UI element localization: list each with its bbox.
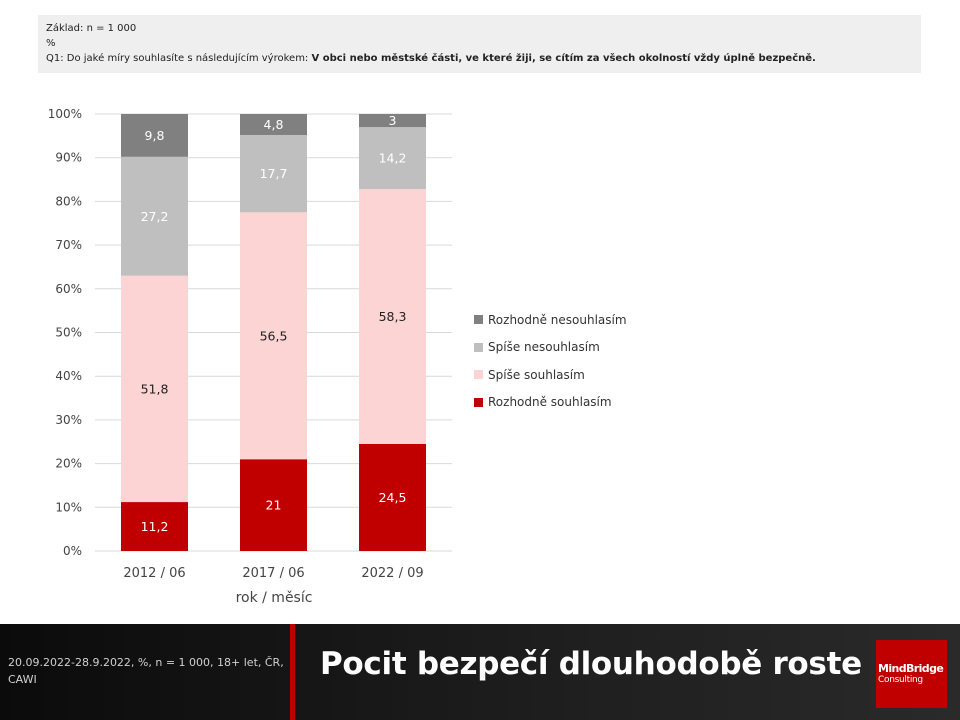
y-tick-label: 0% [63, 544, 82, 558]
slide-title: Pocit bezpečí dlouhodobě roste [320, 646, 862, 682]
legend-label: Spíše nesouhlasím [488, 340, 600, 355]
bars: 11,2 51,8 27,2 9,8 21 56,5 17,7 4,8 24,5 58,3 14,2… [121, 113, 426, 551]
footer-divider [290, 624, 295, 720]
legend-label: Spíše souhlasím [488, 367, 585, 382]
logo-subtext: Consulting [878, 675, 923, 685]
base-note: Základ: n = 1 000 [46, 23, 137, 34]
y-tick-label: 20% [55, 457, 82, 471]
legend-item: Spíše nesouhlasím [474, 334, 627, 362]
legend-item: Spíše souhlasím [474, 361, 627, 389]
footer-note: 20.09.2022-28.9.2022, %, n = 1 000, 18+ … [8, 656, 284, 686]
legend-label: Rozhodně souhlasím [488, 395, 612, 410]
y-tick-label: 80% [55, 194, 82, 208]
bar-segment [121, 114, 188, 157]
unit-note: % [46, 38, 56, 49]
data-label: 56,5 [260, 328, 288, 343]
y-tick-label: 100% [48, 107, 82, 121]
question-statement: V obci nebo městské části, ve které žiji… [311, 53, 816, 64]
data-label: 14,2 [379, 151, 407, 166]
y-tick-label: 10% [55, 500, 82, 514]
y-tick-label: 40% [55, 369, 82, 383]
bar-segment [121, 156, 188, 276]
legend-label: Rozhodně nesouhlasím [488, 312, 627, 327]
data-label: 21 [266, 498, 282, 513]
bar-segment [359, 127, 426, 190]
question-text: Q1: Do jaké míry souhlasíte s následujíc… [46, 51, 913, 66]
info-box: Základ: n = 1 000 % Q1: Do jaké míry sou… [38, 15, 921, 73]
chart-legend: Rozhodně nesouhlasím Spíše nesouhlasím Spí… [474, 306, 627, 416]
bar-segment [240, 212, 307, 460]
legend-swatch [474, 397, 483, 407]
bar-segment [359, 114, 426, 128]
data-label: 11,2 [141, 519, 169, 534]
bar-segment [359, 443, 426, 551]
bar-segment [240, 134, 307, 213]
y-tick-label: 60% [55, 282, 82, 296]
bar-segment [121, 502, 188, 551]
bar-segment [240, 114, 307, 135]
x-axis-title: rok / měsíc [236, 590, 313, 606]
bar-segment [121, 275, 188, 503]
y-tick-label: 50% [55, 326, 82, 340]
question-prefix: Q1: Do jaké míry souhlasíte s následujíc… [46, 53, 309, 64]
legend-swatch [474, 370, 483, 380]
x-tick-label: 2022 / 09 [361, 566, 423, 581]
data-label: 4,8 [264, 117, 284, 132]
data-label: 17,7 [260, 166, 288, 181]
data-label: 58,3 [379, 309, 407, 324]
legend-item: Rozhodně souhlasím [474, 389, 627, 417]
y-tick-label: 90% [55, 151, 82, 165]
data-label: 51,8 [141, 381, 169, 396]
data-label: 9,8 [145, 128, 165, 143]
legend-swatch [474, 342, 483, 352]
mindbridge-logo: MindBridge Consulting [876, 640, 947, 708]
x-tick-label: 2017 / 06 [242, 566, 304, 581]
bar-segment [240, 459, 307, 551]
legend-item: Rozhodně nesouhlasím [474, 306, 627, 334]
y-tick-label: 70% [55, 238, 82, 252]
data-label: 3 [389, 113, 397, 128]
data-label: 24,5 [379, 490, 407, 505]
x-tick-labels: 2012 / 06 2017 / 06 2022 / 09 [123, 566, 423, 581]
y-tick-labels: 0% 10% 20% 30% 40% 50% 60% 70% 80% 90% 100% [48, 107, 82, 558]
y-tick-label: 30% [55, 413, 82, 427]
footer-bar: 20.09.2022-28.9.2022, %, n = 1 000, 18+ … [0, 624, 960, 720]
bar-segment [359, 189, 426, 444]
stacked-bar-chart: 11,2 51,8 27,2 9,8 21 56,5 17,7 4,8 24,5 58,3 14,2… [48, 107, 452, 606]
legend-swatch [474, 315, 483, 325]
logo-text: MindBridge [878, 662, 944, 675]
data-label: 27,2 [141, 209, 169, 224]
x-tick-label: 2012 / 06 [123, 566, 185, 581]
